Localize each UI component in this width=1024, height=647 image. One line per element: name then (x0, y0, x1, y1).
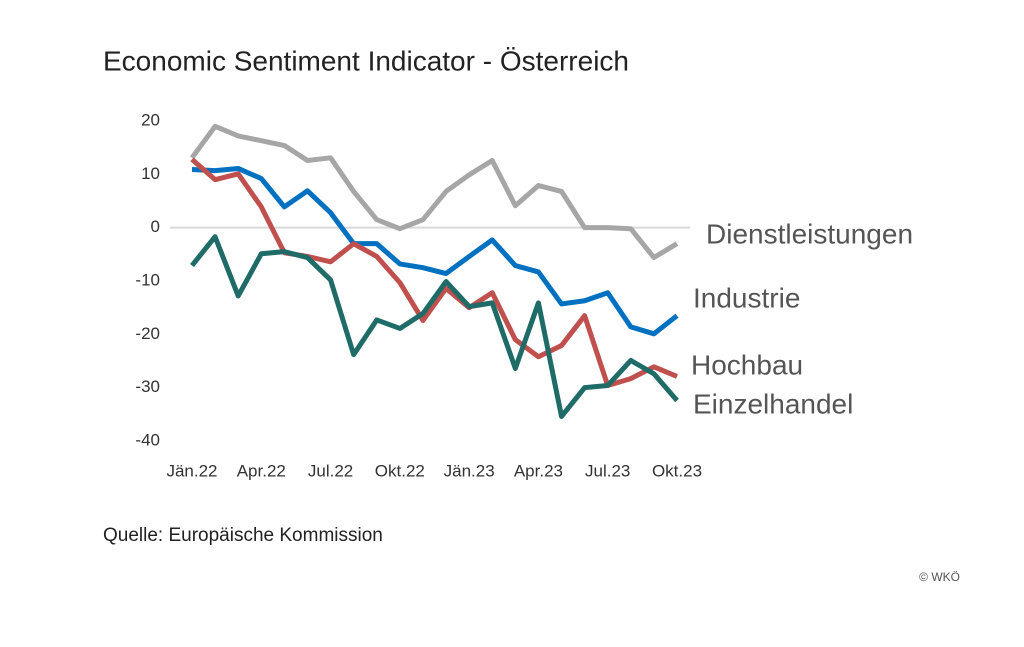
series-label: Dienstleistungen (706, 218, 913, 249)
series-label: Einzelhandel (693, 388, 853, 419)
y-tick-label: -20 (135, 324, 160, 343)
series-line (190, 234, 679, 419)
source: Quelle: Europäische Kommission (103, 525, 383, 546)
x-tick-label: Apr.22 (237, 461, 286, 480)
series-label: Industrie (693, 282, 800, 313)
y-tick-label: -30 (135, 377, 160, 396)
series-label: Hochbau (691, 349, 803, 380)
x-tick-label: Jul.23 (585, 461, 630, 480)
copyright: © WKÖ (919, 570, 960, 584)
x-tick-label: Jän.23 (444, 461, 495, 480)
y-tick-label: 10 (141, 164, 160, 183)
y-tick-label: -40 (135, 430, 160, 449)
x-tick-label: Okt.23 (652, 461, 702, 480)
y-tick-label: 20 (141, 110, 160, 129)
y-tick-label: -10 (135, 270, 160, 289)
x-tick-label: Jän.22 (166, 461, 217, 480)
x-tick-label: Jul.22 (308, 461, 353, 480)
series-line (189, 123, 679, 261)
y-tick-label: 0 (151, 217, 160, 236)
series-line (191, 165, 679, 337)
x-tick-label: Apr.23 (514, 461, 563, 480)
x-tick-label: Okt.22 (375, 461, 425, 480)
chart-title: Economic Sentiment Indicator - Österreic… (103, 45, 629, 76)
series-line (190, 157, 678, 389)
